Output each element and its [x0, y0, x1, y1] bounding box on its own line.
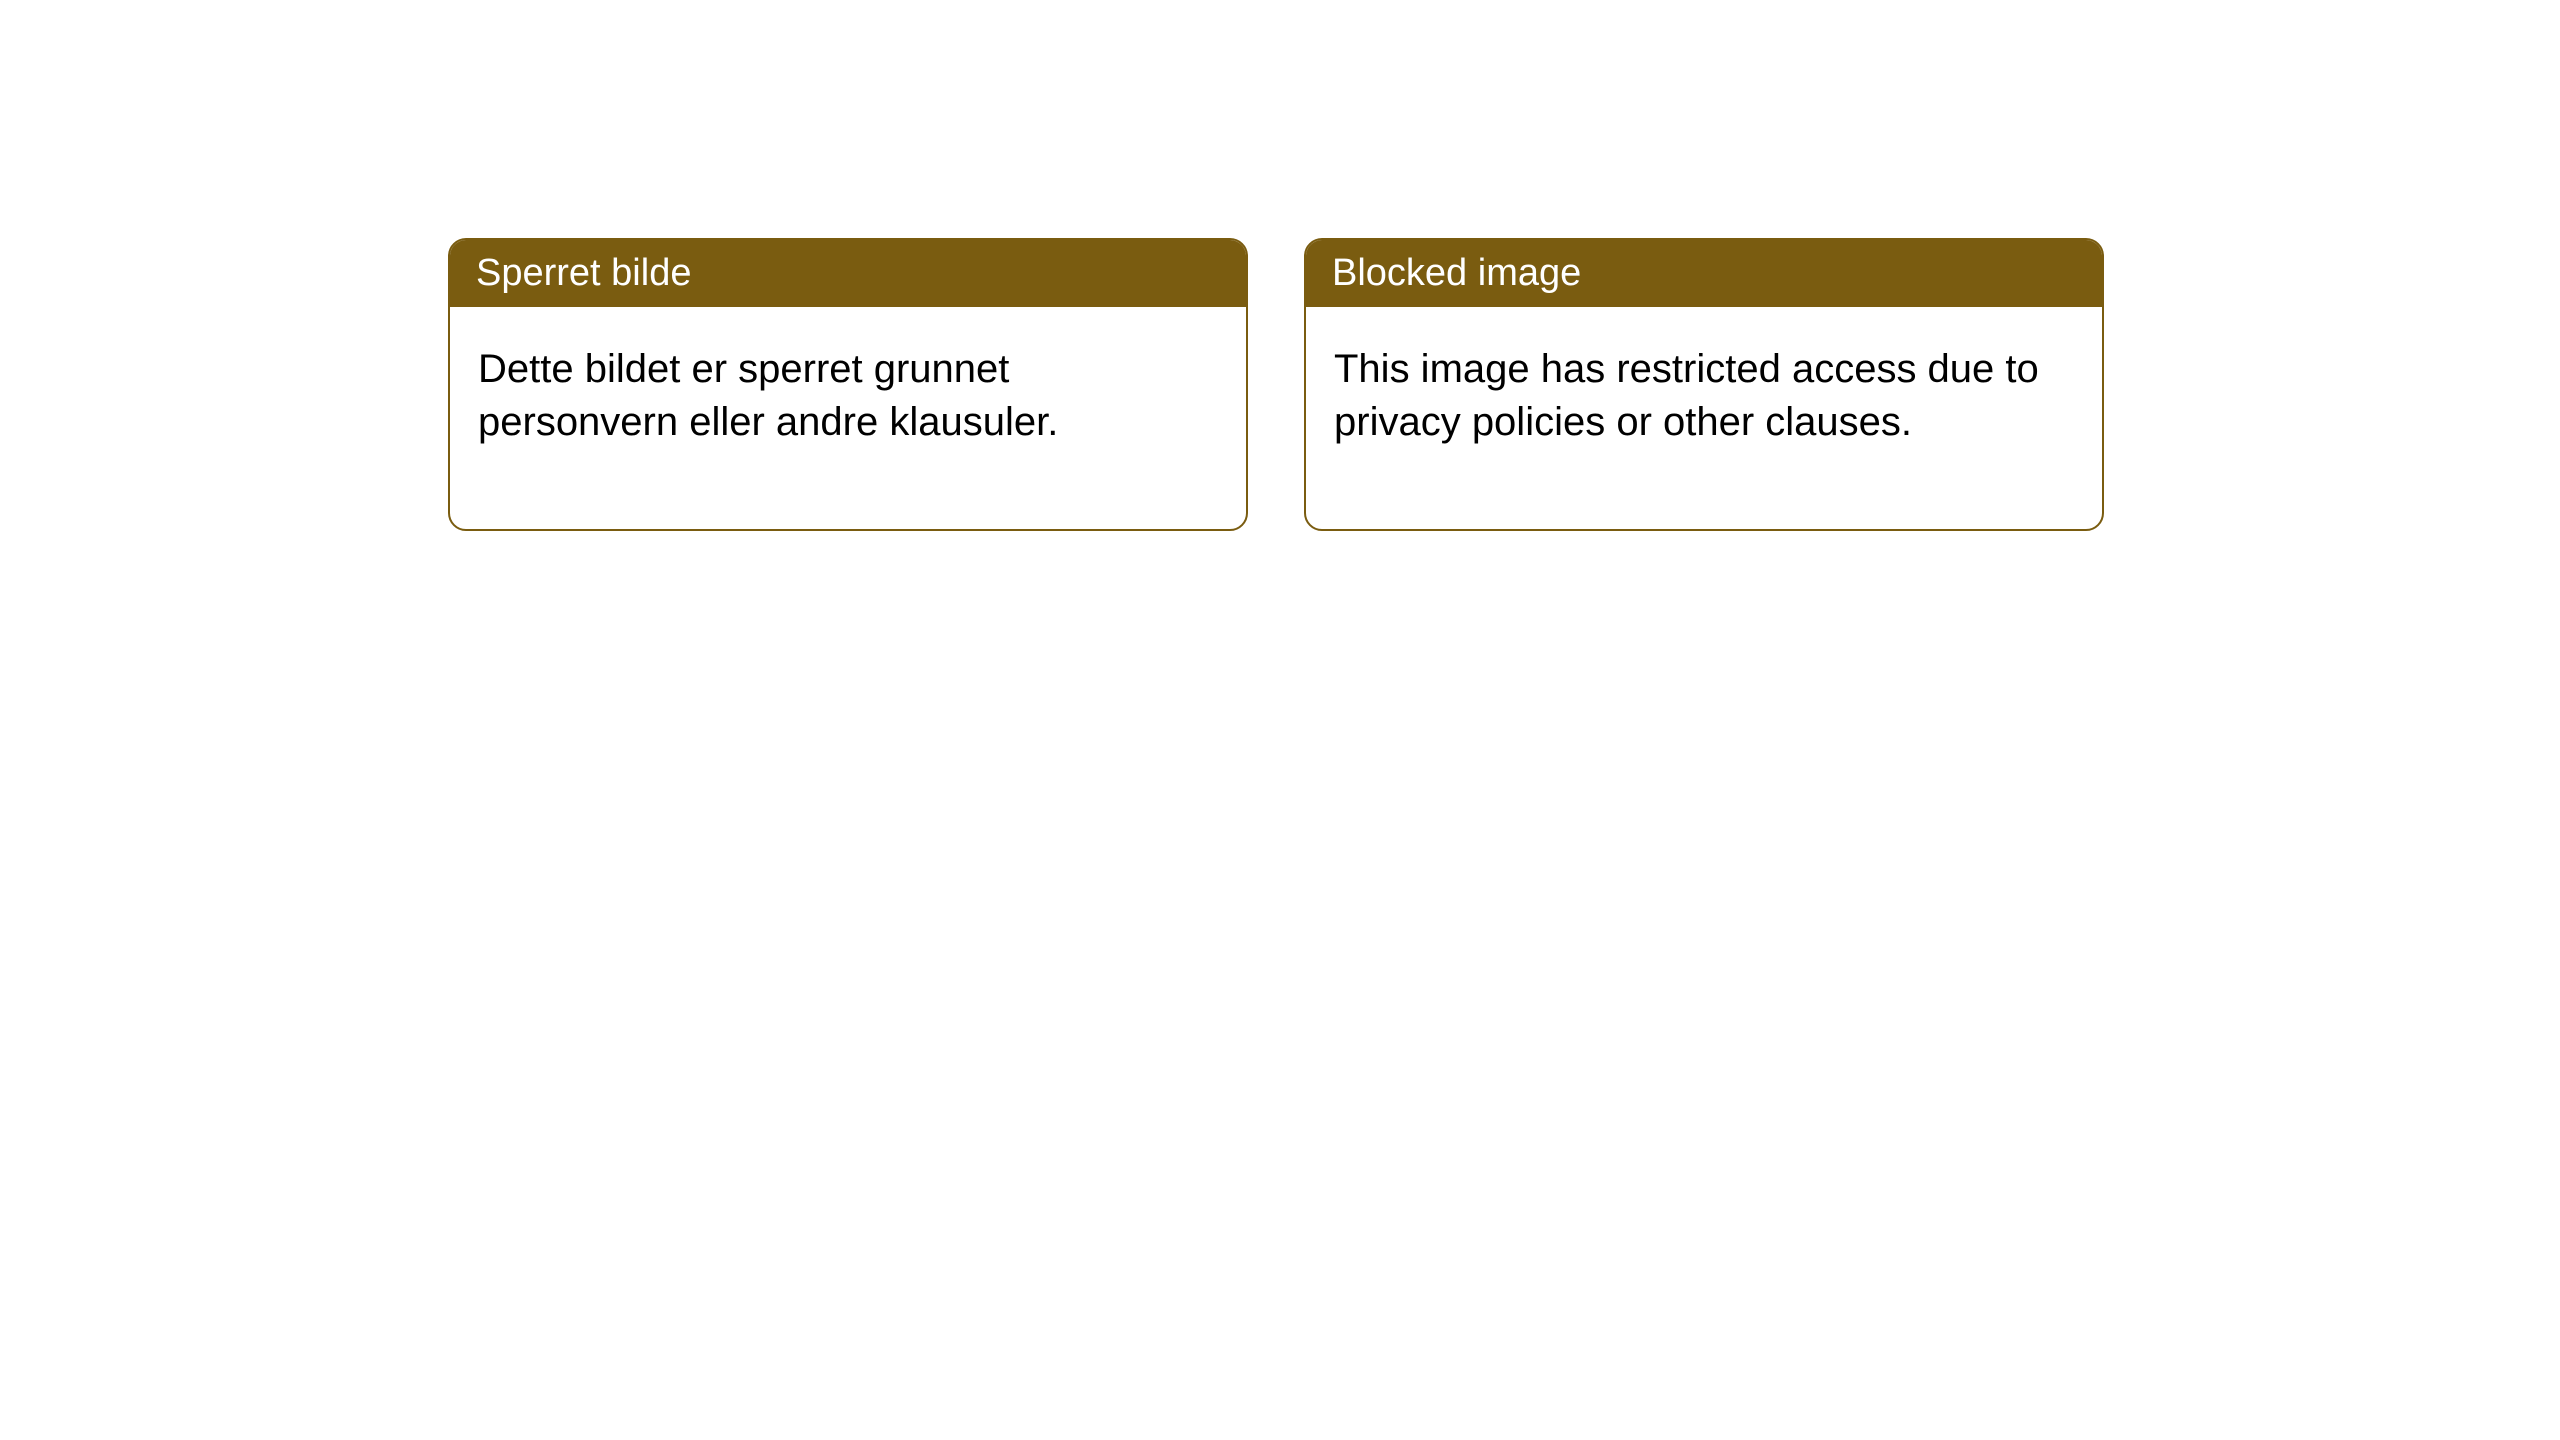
card-header: Blocked image — [1306, 240, 2102, 307]
card-header: Sperret bilde — [450, 240, 1246, 307]
card-body-text: Dette bildet er sperret grunnet personve… — [478, 347, 1058, 444]
notice-cards-container: Sperret bilde Dette bildet er sperret gr… — [448, 238, 2104, 531]
card-title: Blocked image — [1332, 252, 1581, 294]
card-body: This image has restricted access due to … — [1306, 307, 2102, 529]
notice-card-english: Blocked image This image has restricted … — [1304, 238, 2104, 531]
card-body-text: This image has restricted access due to … — [1334, 347, 2039, 444]
card-title: Sperret bilde — [476, 252, 691, 294]
card-body: Dette bildet er sperret grunnet personve… — [450, 307, 1246, 529]
notice-card-norwegian: Sperret bilde Dette bildet er sperret gr… — [448, 238, 1248, 531]
